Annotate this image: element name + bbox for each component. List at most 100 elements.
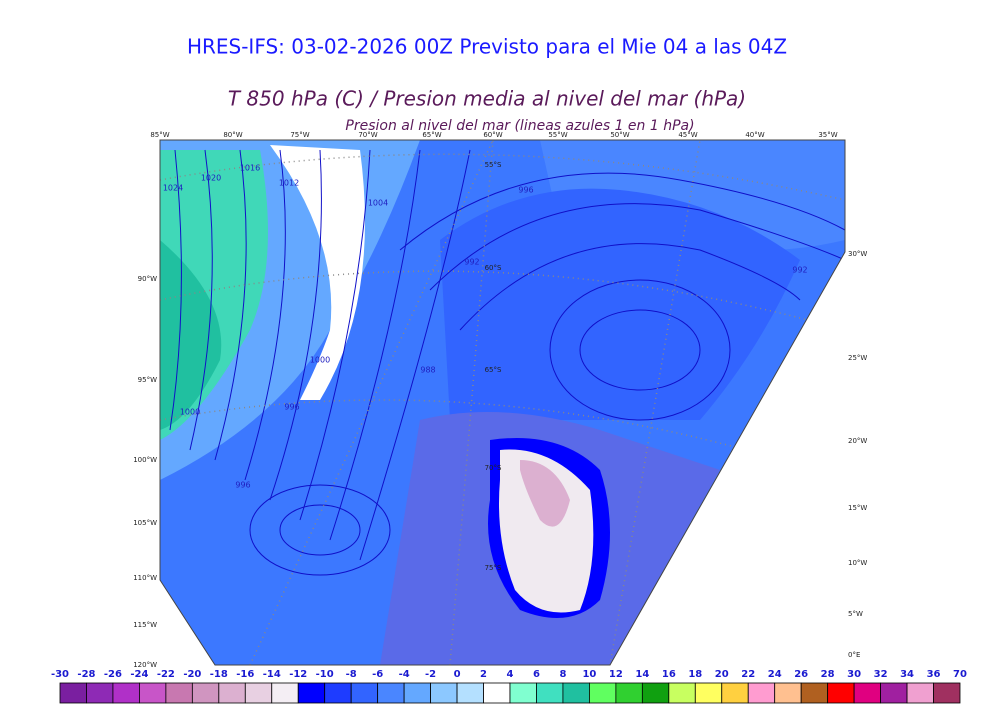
colorbar-label: 24: [768, 669, 782, 680]
colorbar-label: -16: [236, 669, 254, 680]
lat-label: 65°S: [485, 366, 502, 374]
colorbar-label: -6: [372, 669, 383, 680]
colorbar-box: [483, 682, 511, 704]
lon-label: 115°W: [133, 621, 157, 629]
colorbar-box: [86, 682, 114, 704]
lon-label: 65°W: [422, 131, 441, 139]
lon-label: 110°W: [133, 574, 157, 582]
colorbar-box: [694, 682, 723, 704]
isobar-label: 992: [464, 258, 479, 267]
lon-label: 60°W: [483, 131, 502, 139]
temp-area: [270, 145, 365, 400]
colorbar-label: 18: [688, 669, 702, 680]
colorbar-label: -22: [157, 669, 175, 680]
isobar-label: 1024: [163, 184, 183, 193]
lat-label: 60°S: [485, 264, 502, 272]
colorbar-label: 20: [715, 669, 729, 680]
colorbar-label: 8: [559, 669, 566, 680]
colorbar-box: [721, 682, 749, 704]
isobar-label: 996: [518, 186, 533, 195]
colorbar-label: 14: [635, 669, 649, 680]
isobar-label: 996: [284, 403, 299, 412]
colorbar-box: [774, 682, 802, 704]
colorbar-label: 26: [794, 669, 808, 680]
colorbar-box: [403, 682, 431, 704]
lon-label: 25°W: [848, 354, 867, 362]
lon-label: 80°W: [223, 131, 242, 139]
colorbar-box: [271, 682, 299, 704]
lon-label: 105°W: [133, 519, 157, 527]
colorbar-label: 70: [953, 669, 967, 680]
lon-label: 15°W: [848, 504, 867, 512]
colorbar-label: 10: [582, 669, 596, 680]
lon-label: 85°W: [150, 131, 169, 139]
colorbar-label: -28: [77, 669, 95, 680]
colorbar-box: [350, 682, 379, 704]
colorbar-box: [906, 682, 934, 704]
title: HRES-IFS: 03-02-2026 00Z Previsto para e…: [187, 35, 787, 59]
colorbar-box: [165, 682, 193, 704]
lon-label: 0°E: [848, 651, 860, 659]
colorbar-box: [562, 682, 590, 704]
colorbar-label: -30: [51, 669, 69, 680]
colorbar-label: 12: [609, 669, 623, 680]
colorbar-box: [430, 682, 458, 704]
lon-label: 100°W: [133, 456, 157, 464]
colorbar-label: 2: [480, 669, 487, 680]
colorbar-box: [297, 682, 326, 704]
antarctica: [520, 460, 570, 527]
isobar-label: 1004: [368, 199, 388, 208]
temp-area: [540, 140, 845, 250]
colorbar-box: [59, 682, 87, 704]
colorbar-box: [377, 682, 405, 704]
colorbar-box: [536, 682, 564, 704]
colorbar-label: 4: [507, 669, 514, 680]
lon-label: 45°W: [678, 131, 697, 139]
lon-label: 35°W: [818, 131, 837, 139]
lat-label: 70°S: [485, 464, 502, 472]
colorbar-label: -24: [130, 669, 148, 680]
lon-label: 120°W: [133, 661, 157, 669]
colorbar-label: 30: [847, 669, 861, 680]
lon-label: 90°W: [138, 275, 157, 283]
lon-label: 20°W: [848, 437, 867, 445]
colorbar-label: -8: [346, 669, 357, 680]
colorbar-label: 16: [662, 669, 676, 680]
colorbar-box: [827, 682, 855, 704]
colorbar-label: 34: [900, 669, 914, 680]
colorbar-box: [191, 682, 220, 704]
map: [160, 140, 845, 665]
colorbar-box: [800, 682, 829, 704]
colorbar-label: 0: [454, 669, 461, 680]
isobar-label: 992: [792, 266, 807, 275]
colorbar-box: [218, 682, 246, 704]
colorbar-box: [456, 682, 484, 704]
colorbar-label: -2: [425, 669, 436, 680]
lat-label: 55°S: [485, 161, 502, 169]
colorbar-box: [589, 682, 617, 704]
isobar-label: 1020: [201, 174, 221, 183]
colorbar-box: [139, 682, 167, 704]
colorbar-box: [112, 682, 140, 704]
colorbar-box: [324, 682, 352, 704]
colorbar-box: [668, 682, 696, 704]
colorbar-label: -10: [316, 669, 334, 680]
colorbar-label: 28: [821, 669, 835, 680]
isobar-label: 1000: [310, 356, 330, 365]
colorbar-label: 6: [533, 669, 540, 680]
lon-label: 55°W: [548, 131, 567, 139]
isobar-label: 988: [420, 366, 435, 375]
colorbar-label: -12: [289, 669, 307, 680]
isobar-label: 1000: [180, 408, 200, 417]
colorbar-box: [853, 682, 881, 704]
lon-label: 5°W: [848, 610, 863, 618]
colorbar-label: -26: [104, 669, 122, 680]
antarctica: [499, 449, 594, 613]
isobars: [169, 149, 845, 576]
lon-label: 10°W: [848, 559, 867, 567]
colorbar-label: -20: [183, 669, 201, 680]
subtitle: T 850 hPa (C) / Presion media al nivel d…: [228, 87, 746, 111]
map-frame: [159, 139, 846, 666]
colorbar-box: [244, 682, 273, 704]
